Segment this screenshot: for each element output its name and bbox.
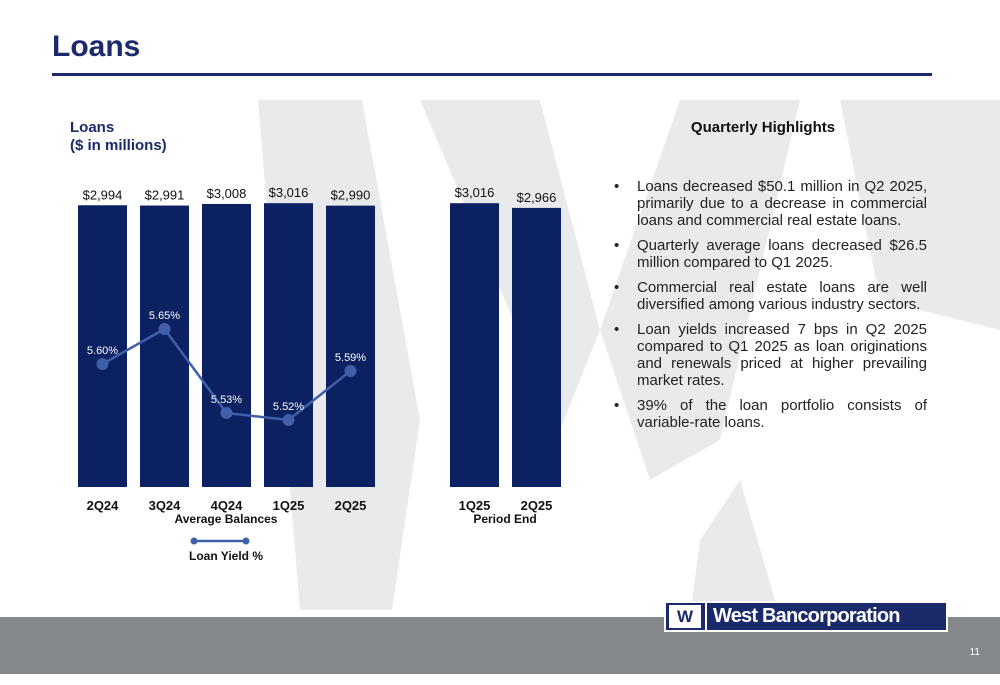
legend-marker-icon [190,537,198,545]
chart-title-line2: ($ in millions) [70,137,167,154]
bar [326,205,375,488]
group-label: Period End [473,512,536,526]
bar-value-label: $2,966 [517,190,557,205]
bullet-icon: • [614,178,620,195]
highlight-item: • Loan yields increased 7 bps in Q2 2025 … [612,321,927,389]
chart-title: Loans ($ in millions) [70,119,167,155]
title-divider [52,73,932,76]
loan-yield-point [220,407,233,419]
legend-marker-icon [242,537,250,545]
x-tick-label: 3Q24 [149,498,182,513]
highlight-text: Quarterly average loans decreased $26.5 … [637,237,927,271]
logo-text: West Bancorporation [713,605,900,627]
page-number: 11 [969,647,980,658]
bar [450,203,499,487]
bullet-icon: • [614,237,620,254]
bar-value-label: $3,016 [455,185,495,200]
x-tick-label: 2Q25 [335,498,367,513]
highlight-item: • Loans decreased $50.1 million in Q2 202… [612,178,927,229]
bar [140,205,189,487]
loan-yield-point [282,414,295,426]
bar [512,207,561,487]
logo-mark: W [669,605,701,628]
x-tick-label: 4Q24 [211,498,244,513]
loan-yield-point [96,358,109,370]
highlight-item: • Commercial real estate loans are well d… [612,279,927,313]
highlight-item: • Quarterly average loans decreased $26.5… [612,237,927,271]
bar-value-label: $2,990 [331,188,371,203]
bullet-icon: • [614,397,620,414]
loan-yield-label: 5.59% [335,352,366,364]
bar-value-label: $3,016 [269,185,309,200]
bar [78,205,127,488]
x-tick-label: 2Q25 [521,498,553,513]
bar [264,203,313,487]
x-tick-label: 1Q25 [459,498,491,513]
loan-yield-point [344,365,357,377]
x-tick-label: 1Q25 [273,498,305,513]
loan-yield-label: 5.60% [87,345,118,357]
loan-yield-label: 5.52% [273,401,304,413]
loan-yield-point [158,323,171,335]
bar-value-label: $2,991 [145,188,185,203]
page-title: Loans [52,30,141,63]
logo-divider [705,601,707,632]
bullet-icon: • [614,321,620,338]
legend-label: Loan Yield % [189,549,263,563]
highlights-heading: Quarterly Highlights [690,119,836,136]
highlight-text: Commercial real estate loans are well di… [637,279,927,313]
bar-value-label: $2,994 [83,187,123,202]
bullet-icon: • [614,279,620,296]
highlight-text: 39% of the loan portfolio consists of va… [637,397,927,431]
x-tick-label: 2Q24 [87,498,120,513]
loan-yield-label: 5.53% [211,394,242,406]
highlights-list: • Loans decreased $50.1 million in Q2 202… [612,178,927,439]
highlight-text: Loans decreased $50.1 million in Q2 2025… [637,178,927,229]
bar-value-label: $3,008 [207,186,247,201]
chart-title-line1: Loans [70,119,115,136]
highlight-text: Loan yields increased 7 bps in Q2 2025 c… [637,321,927,389]
west-bancorporation-logo: W West Bancorporation [664,601,948,632]
highlight-item: • 39% of the loan portfolio consists of v… [612,397,927,431]
bar [202,203,251,487]
loan-yield-label: 5.65% [149,310,180,322]
group-label: Average Balances [175,512,278,526]
